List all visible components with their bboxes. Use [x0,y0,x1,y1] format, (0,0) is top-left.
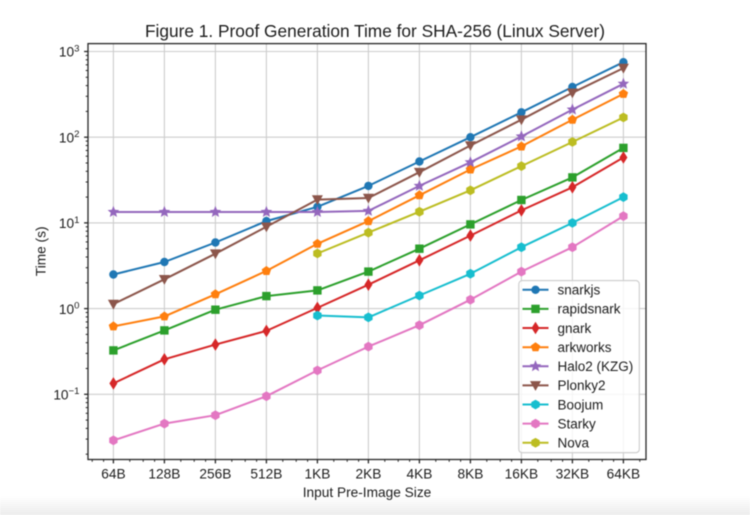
svg-text:64KB: 64KB [607,467,640,482]
svg-text:8KB: 8KB [457,467,483,482]
svg-text:Nova: Nova [558,436,590,451]
svg-text:16KB: 16KB [505,467,538,482]
svg-text:256B: 256B [199,467,231,482]
svg-text:64B: 64B [101,467,125,482]
svg-text:2KB: 2KB [355,467,381,482]
svg-text:128B: 128B [148,467,180,482]
svg-text:Plonky2: Plonky2 [558,378,606,393]
svg-text:Time (s): Time (s) [34,226,49,276]
svg-text:4KB: 4KB [406,467,432,482]
svg-text:512B: 512B [250,467,282,482]
svg-text:snarkjs: snarkjs [558,283,601,298]
svg-text:Input Pre-Image Size: Input Pre-Image Size [303,485,432,500]
svg-text:Starky: Starky [558,416,597,431]
svg-text:rapidsnark: rapidsnark [558,302,621,317]
svg-text:arkworks: arkworks [558,340,612,355]
svg-text:Boojum: Boojum [558,397,604,412]
svg-text:1KB: 1KB [304,467,330,482]
svg-text:Figure 1. Proof Generation Tim: Figure 1. Proof Generation Time for SHA-… [145,21,605,41]
svg-text:Halo2 (KZG): Halo2 (KZG) [558,359,634,374]
svg-text:gnark: gnark [558,321,592,336]
svg-text:32KB: 32KB [556,467,589,482]
